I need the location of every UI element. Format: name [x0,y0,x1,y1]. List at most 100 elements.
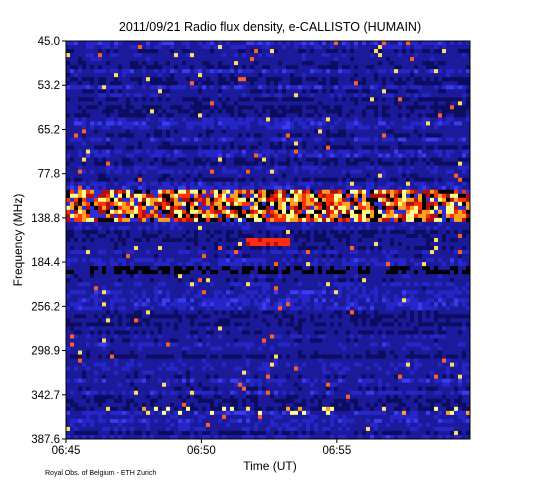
heatmap-cell [354,153,359,158]
heatmap-cell [450,145,455,150]
heatmap-cell [158,129,163,134]
heatmap-cell [138,213,143,219]
heatmap-cell [438,221,443,227]
heatmap-cell [402,141,407,146]
heatmap-cell [146,213,151,219]
heatmap-cell [166,109,171,114]
heatmap-cell [226,229,231,235]
heatmap-cell [398,181,403,187]
heatmap-cell [226,65,231,70]
heatmap-cell [210,81,215,86]
heatmap-cell [230,189,235,195]
heatmap-cell [90,177,95,183]
heatmap-cell [306,113,311,118]
heatmap-cell [130,133,135,138]
heatmap-cell [330,65,335,70]
heatmap-cell [398,61,403,66]
heatmap-cell [122,129,127,134]
heatmap-cell [250,133,255,138]
heatmap-cell [346,217,351,223]
heatmap-cell [86,125,91,130]
heatmap-cell [66,93,71,98]
heatmap-cell [158,181,163,187]
heatmap-cell [166,133,171,138]
heatmap-cell [162,229,167,235]
heatmap-cell [134,213,139,219]
heatmap-cell [74,173,79,179]
heatmap-cell [438,125,443,130]
heatmap-cell [82,177,87,183]
heatmap-cell [314,49,319,54]
heatmap-cell [170,233,175,239]
heatmap-cell [250,157,255,163]
heatmap-cell [434,125,439,130]
heatmap-cell [242,165,247,171]
heatmap-cell [346,113,351,118]
heatmap-cell [354,177,359,183]
heatmap-cell [466,65,471,70]
heatmap-cell [318,105,323,110]
heatmap-cell [190,153,195,158]
heatmap-cell [358,73,363,78]
heatmap-cell [314,69,319,74]
heatmap-cell [130,209,135,215]
heatmap-cell [122,165,127,171]
heatmap-cell [278,121,283,126]
heatmap-cell [166,89,171,94]
heatmap-cell [286,121,291,126]
heatmap-cell [122,185,127,191]
heatmap-cell [198,177,203,183]
heatmap-cell [430,153,435,158]
heatmap-cell [326,197,331,203]
heatmap-cell [230,125,235,130]
heatmap-cell [222,101,227,106]
heatmap-cell [98,113,103,118]
heatmap-cell [342,201,347,207]
heatmap-cell [210,41,215,46]
heatmap-cell [126,165,131,171]
heatmap-cell [114,145,119,150]
heatmap-cell [282,177,287,183]
heatmap-cell [306,193,311,199]
heatmap-cell [418,73,423,78]
heatmap-cell [398,189,403,195]
heatmap-cell [326,129,331,134]
heatmap-cell [422,205,427,211]
heatmap-cell [430,201,435,207]
heatmap-cell [262,193,267,199]
heatmap-cell [266,145,271,150]
heatmap-cell [118,161,123,167]
heatmap-cell [374,109,379,114]
heatmap-cell [318,225,323,231]
heatmap-cell [218,77,223,82]
heatmap-cell [374,213,379,219]
heatmap-cell [154,149,159,154]
heatmap-cell [286,73,291,78]
heatmap-cell [262,73,267,78]
heatmap-cell [174,121,179,126]
heatmap-cell [446,229,451,235]
heatmap-cell [290,97,295,102]
heatmap-cell [150,125,155,130]
heatmap-cell [150,49,155,54]
heatmap-cell [310,233,315,239]
heatmap-cell [446,149,451,154]
heatmap-cell [86,133,91,138]
heatmap-cell [354,225,359,231]
heatmap-cell [422,193,427,199]
heatmap-cell [178,237,183,243]
heatmap-cell [98,153,103,158]
heatmap-cell [142,105,147,110]
heatmap-cell [94,145,99,150]
heatmap-cell [322,133,327,138]
heatmap-cell [202,153,207,158]
heatmap-cell [202,181,207,187]
heatmap-cell [98,65,103,70]
heatmap-cell [138,125,143,130]
heatmap-cell [166,53,171,58]
heatmap-cell [378,209,383,215]
heatmap-cell [86,141,91,146]
heatmap-cell [238,45,243,50]
heatmap-cell [302,45,307,50]
heatmap-cell [434,185,439,191]
